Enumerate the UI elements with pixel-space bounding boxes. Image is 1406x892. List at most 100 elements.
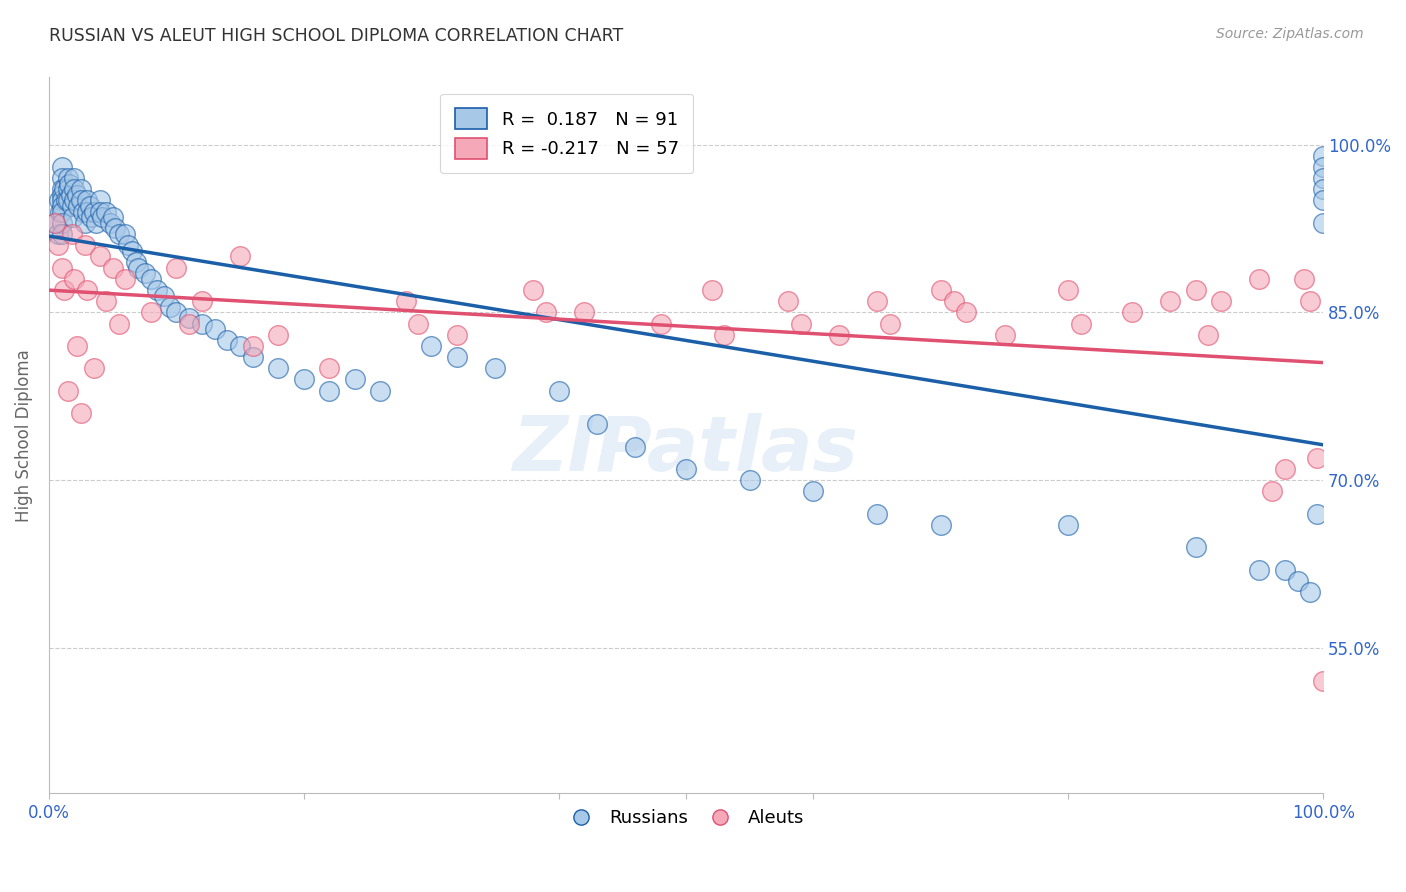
Point (1159, 294, 1181, 309)
Point (108, 227, 131, 241)
Point (63, 171, 86, 186)
Point (292, 372, 315, 386)
Point (51, 171, 73, 186)
Point (89, 204, 111, 219)
Point (114, 272, 136, 286)
Point (586, 417, 609, 432)
Point (60, 199, 83, 213)
Point (343, 372, 366, 386)
Point (55, 194, 77, 208)
Point (1312, 171, 1334, 186)
Point (56, 171, 79, 186)
Point (1249, 272, 1271, 286)
Point (79, 199, 101, 213)
Point (60, 227, 83, 241)
Point (83, 361, 105, 376)
Point (51, 227, 73, 241)
Point (267, 361, 290, 376)
Point (83, 204, 105, 219)
Point (955, 305, 977, 319)
Point (46, 227, 69, 241)
Point (191, 294, 214, 309)
Point (67, 199, 90, 213)
Text: Source: ZipAtlas.com: Source: ZipAtlas.com (1216, 27, 1364, 41)
Point (51, 182, 73, 196)
Y-axis label: High School Diploma: High School Diploma (15, 349, 32, 522)
Point (1211, 294, 1233, 309)
Point (572, 305, 595, 319)
Text: ZIPatlas: ZIPatlas (513, 413, 859, 487)
Point (127, 260, 149, 275)
Point (929, 517, 952, 532)
Point (51, 194, 73, 208)
Point (59, 187, 82, 202)
Point (738, 473, 761, 487)
Point (942, 294, 965, 309)
Point (828, 327, 851, 342)
Point (217, 334, 239, 348)
Point (62, 211, 84, 225)
Point (51, 160, 73, 174)
Point (56, 182, 79, 196)
Point (159, 300, 181, 314)
Point (1286, 574, 1309, 588)
Point (117, 238, 139, 252)
Point (446, 350, 468, 364)
Point (48, 194, 70, 208)
Point (63, 182, 86, 196)
Point (152, 288, 174, 302)
Point (58, 177, 80, 191)
Point (76, 194, 98, 208)
Point (700, 283, 723, 297)
Point (484, 361, 506, 376)
Point (1121, 305, 1143, 319)
Point (522, 283, 544, 297)
Point (929, 283, 952, 297)
Point (1184, 283, 1206, 297)
Point (229, 249, 252, 263)
Point (1312, 182, 1334, 196)
Point (134, 266, 156, 280)
Point (675, 462, 697, 476)
Point (229, 339, 252, 353)
Point (1312, 674, 1334, 689)
Point (713, 327, 735, 342)
Point (1292, 272, 1315, 286)
Point (446, 327, 468, 342)
Point (179, 310, 201, 325)
Point (96, 294, 118, 309)
Point (534, 305, 557, 319)
Point (165, 305, 187, 319)
Point (1198, 327, 1220, 342)
Point (318, 384, 340, 398)
Point (89, 194, 111, 208)
Point (242, 350, 264, 364)
Point (76, 204, 98, 219)
Point (547, 384, 569, 398)
Point (89, 249, 111, 263)
Point (51, 199, 73, 213)
Point (44, 216, 66, 230)
Point (803, 484, 825, 499)
Point (191, 317, 214, 331)
Point (101, 260, 124, 275)
Point (46, 238, 69, 252)
Point (1306, 450, 1329, 465)
Point (242, 339, 264, 353)
Point (368, 384, 391, 398)
Point (1312, 194, 1334, 208)
Point (776, 294, 799, 309)
Point (1057, 283, 1080, 297)
Point (267, 327, 290, 342)
Point (80, 211, 103, 225)
Point (1057, 517, 1080, 532)
Point (49, 204, 72, 219)
Point (66, 339, 89, 353)
Point (51, 260, 73, 275)
Point (69, 182, 91, 196)
Point (56, 194, 79, 208)
Point (1184, 541, 1206, 555)
Point (1274, 563, 1296, 577)
Point (1299, 585, 1322, 599)
Point (96, 204, 118, 219)
